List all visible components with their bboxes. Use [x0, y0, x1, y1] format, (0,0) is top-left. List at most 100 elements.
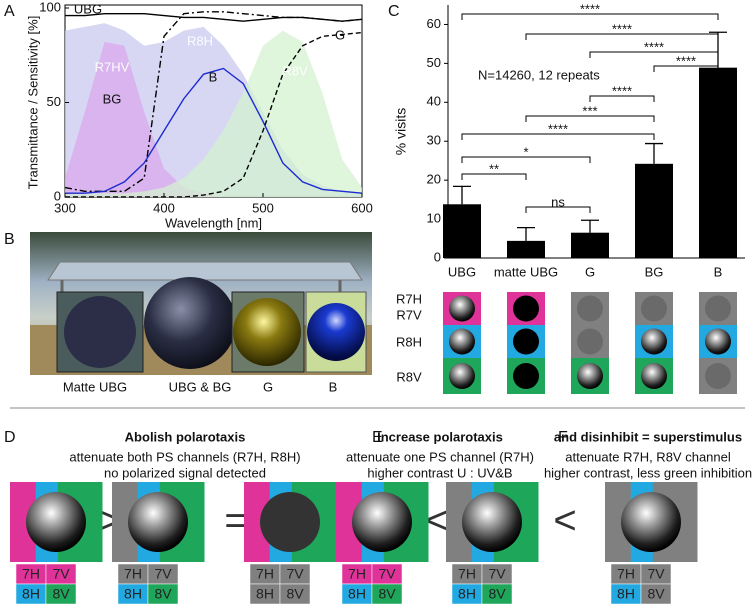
significance-bracket — [461, 133, 655, 140]
transmittance-line — [65, 67, 363, 194]
photo-label: UBG & BG — [169, 379, 232, 394]
channel-label: 7V — [52, 566, 70, 582]
x-axis-label: Wavelength [nm] — [165, 215, 262, 230]
receptor-label: R8H — [396, 334, 422, 349]
panel-title: Abolish polarotaxis — [125, 429, 246, 444]
significance-label: ** — [489, 161, 499, 176]
panel-text: no polarized signal detected — [104, 465, 266, 480]
series-label: R8H — [187, 33, 213, 48]
y-tick-label: 50 — [47, 94, 61, 109]
significance-bracket — [589, 95, 655, 102]
x-tick-label: G — [585, 264, 595, 279]
channel-label: 7H — [124, 566, 142, 582]
panel-title: and disinhibit = superstimulus — [554, 429, 742, 444]
sensitivity-area — [65, 30, 362, 198]
y-axis-label: % visits — [393, 108, 409, 155]
x-tick-label: BG — [645, 264, 664, 279]
panel-title: Increase polarotaxis — [377, 429, 503, 444]
error-bar — [581, 219, 599, 233]
significance-label: **** — [580, 1, 600, 16]
photo-label: B — [329, 379, 338, 394]
y-axis-label: Transmittance / Sensitivity [%] — [25, 16, 40, 190]
significance-label: * — [523, 144, 528, 159]
sphere — [577, 363, 603, 389]
channel-label: 8V — [647, 586, 665, 602]
disk — [705, 363, 731, 389]
series-label: BG — [103, 91, 122, 106]
y-tick-label: 100 — [39, 0, 61, 14]
x-tick-label: 400 — [153, 200, 175, 215]
photo — [30, 232, 372, 375]
significance-label: ns — [551, 194, 565, 209]
receptor-label: R7V — [396, 307, 422, 322]
significance-bracket — [525, 33, 719, 40]
significance-label: *** — [582, 103, 597, 118]
photo-label: Matte UBG — [63, 379, 127, 394]
sphere — [26, 492, 86, 552]
channel-label: 8V — [378, 586, 396, 602]
operator: < — [425, 499, 448, 543]
panel-label: F — [558, 429, 568, 446]
significance-label: **** — [612, 83, 632, 98]
channel-cell — [279, 583, 311, 604]
bar — [443, 204, 481, 258]
bar — [699, 67, 737, 258]
operator: = — [224, 499, 247, 543]
significance-label: **** — [676, 53, 696, 68]
channel-cell — [371, 583, 403, 604]
channel-label: 7V — [488, 566, 506, 582]
bar — [571, 232, 609, 258]
disk — [577, 295, 603, 322]
disk — [641, 295, 667, 322]
bar — [635, 163, 673, 258]
y-tick-label: 10 — [427, 211, 441, 226]
disk — [513, 328, 539, 355]
significance-label: **** — [548, 121, 568, 136]
sphere — [641, 363, 667, 389]
significance-bracket — [461, 156, 591, 163]
series-label: R8V — [282, 63, 308, 78]
channel-label: 7H — [458, 566, 476, 582]
panel-text: attenuate one PS channel (R7H) — [346, 449, 534, 464]
x-tick-label: 300 — [54, 200, 76, 215]
channel-label: 7H — [22, 566, 40, 582]
channel-label: 8V — [154, 586, 172, 602]
significance-bracket — [589, 51, 719, 58]
disk — [513, 295, 539, 322]
y-tick-label: 60 — [427, 16, 441, 31]
panel-label: B — [4, 231, 15, 248]
panel-label: A — [4, 3, 15, 20]
channel-label: 7H — [617, 566, 635, 582]
channel-label: 8H — [458, 586, 476, 602]
panel-text: higher contrast U : UV&B — [367, 465, 512, 480]
x-tick-label: UBG — [448, 264, 476, 279]
annotation: N=14260, 12 repeats — [478, 67, 600, 82]
significance-label: **** — [612, 21, 632, 36]
channel-label: 8V — [488, 586, 506, 602]
sphere — [621, 492, 681, 552]
significance-label: **** — [644, 39, 664, 54]
channel-cell — [640, 583, 672, 604]
x-tick-label: 500 — [252, 200, 274, 215]
channel-label: 7H — [348, 566, 366, 582]
disk — [577, 328, 603, 355]
series-label: R7HV — [95, 59, 130, 74]
channel-label: 8H — [256, 586, 274, 602]
panel-text: attenuate both PS channels (R7H, R8H) — [69, 449, 300, 464]
y-tick-label: 20 — [427, 172, 441, 187]
y-tick-label: 0 — [434, 249, 441, 264]
transmittance-line — [65, 31, 363, 198]
channel-label: 8V — [286, 586, 304, 602]
channel-label: 7V — [378, 566, 396, 582]
series-label: G — [335, 27, 345, 42]
disk — [260, 492, 320, 552]
error-bar — [453, 185, 471, 205]
sphere — [449, 363, 475, 389]
channel-label: 7V — [286, 566, 304, 582]
receptor-label: R8V — [396, 369, 422, 384]
sphere — [128, 492, 188, 552]
disk — [513, 363, 539, 389]
